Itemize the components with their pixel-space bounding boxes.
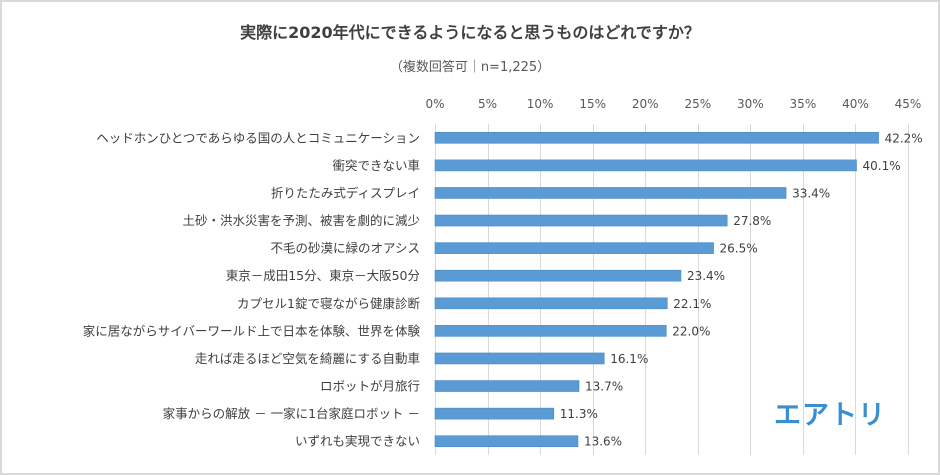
bar [434, 187, 787, 199]
data-label: 27.8% [733, 214, 771, 228]
bar [434, 131, 879, 144]
bar [434, 325, 667, 337]
bar [434, 435, 579, 448]
bar [434, 407, 555, 420]
category-label: 家事からの解放 － 一家に1台家庭ロボット － [163, 406, 420, 421]
x-tick-label: 15% [579, 97, 606, 111]
data-label: 22.0% [672, 324, 710, 338]
category-label: ヘッドホンひとつであらゆる国の人とコミュニケーション [96, 130, 420, 145]
category-label: 折りたたみ式ディスプレイ [271, 185, 420, 200]
data-label: 16.1% [610, 352, 648, 366]
x-tick-label: 40% [842, 97, 869, 111]
bar [434, 380, 580, 392]
data-label: 26.5% [720, 242, 758, 256]
category-label: 不毛の砂漠に緑のオアシス [270, 241, 420, 256]
x-tick-label: 25% [684, 97, 711, 111]
data-labels: 42.2% 40.1% 33.4% 27.8% 26.5% 23.4% 22.1% 22.0%… [560, 131, 923, 448]
data-label: 13.7% [585, 380, 623, 394]
category-label: 衝突できない車 [332, 158, 420, 173]
category-label: ロボットが月旅行 [320, 379, 420, 394]
category-labels: ヘッドホンひとつであらゆる国の人とコミュニケーション衝突できない車折りたたみ式デ… [83, 130, 421, 448]
bar [434, 352, 605, 365]
bars [434, 131, 879, 448]
data-label: 13.6% [584, 435, 622, 449]
x-tick-label: 0% [425, 97, 444, 111]
category-label: カプセル1錠で寝ながら健康診断 [237, 296, 420, 311]
bar [434, 269, 682, 282]
chart-subtitle: （複数回答可｜n=1,225） [389, 60, 551, 75]
category-label: 家に居ながらサイバーワールド上で日本を体験、世界を体験 [83, 323, 421, 338]
gridlines [435, 124, 909, 455]
chart-title: 実際に2020年代にできるようになると思うものはどれですか？ [240, 23, 700, 42]
category-label: いずれも実現できない [295, 434, 420, 449]
x-tick-label: 10% [527, 97, 554, 111]
x-tick-label: 30% [737, 97, 764, 111]
x-axis-ticks: 0% 5% 10% 15% 20% 25% 30% 35% 40% 45% [425, 97, 921, 111]
bar [434, 159, 857, 172]
x-tick-label: 5% [478, 97, 497, 111]
data-label: 40.1% [862, 159, 900, 173]
data-label: 42.2% [885, 131, 923, 145]
category-label: 土砂・洪水災害を予測、被害を劇的に減少 [182, 213, 420, 228]
data-label: 23.4% [687, 269, 725, 283]
data-label: 22.1% [673, 297, 711, 311]
data-label: 11.3% [560, 407, 598, 421]
x-tick-label: 45% [895, 97, 922, 111]
bar [434, 214, 728, 227]
bar [434, 297, 668, 310]
category-label: 走れば走るほど空気を綺麗にする自動車 [195, 351, 420, 366]
x-tick-label: 20% [632, 97, 659, 111]
x-tick-label: 35% [790, 97, 817, 111]
category-label: 東京－成田15分、東京－大阪50分 [226, 268, 420, 283]
bar [434, 242, 714, 254]
airtrip-logo: エアトリ [774, 400, 886, 431]
data-label: 33.4% [792, 186, 830, 200]
